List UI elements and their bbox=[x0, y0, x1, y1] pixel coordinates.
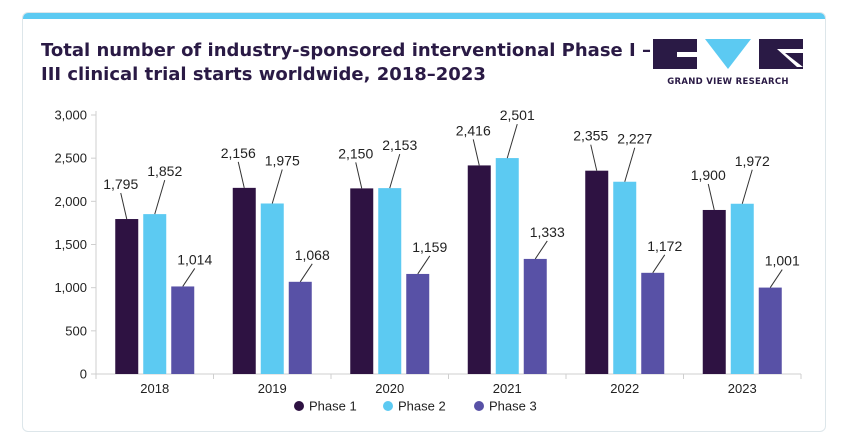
y-tick-label: 1,000 bbox=[54, 280, 87, 295]
data-label: 1,900 bbox=[691, 167, 726, 183]
data-label: 2,150 bbox=[338, 145, 373, 161]
y-tick-label: 2,000 bbox=[54, 194, 87, 209]
data-label: 1,795 bbox=[103, 176, 138, 192]
bar bbox=[350, 188, 374, 374]
data-label: 1,068 bbox=[295, 247, 330, 263]
legend-swatch bbox=[474, 401, 484, 411]
legend-label: Phase 2 bbox=[398, 399, 446, 414]
data-label-leader bbox=[271, 169, 283, 204]
bar bbox=[523, 258, 547, 374]
x-tick-label: 2018 bbox=[140, 381, 169, 396]
data-label-leader bbox=[389, 153, 401, 189]
data-label: 1,001 bbox=[765, 253, 800, 269]
data-label: 2,416 bbox=[456, 122, 491, 138]
data-label-leader bbox=[120, 192, 128, 220]
x-tick-label: 2021 bbox=[493, 381, 522, 396]
bar bbox=[232, 187, 256, 374]
data-label-leader bbox=[652, 254, 666, 274]
data-label: 2,153 bbox=[382, 137, 417, 153]
grand-view-research-logo: GRAND VIEW RESEARCH bbox=[653, 37, 803, 87]
y-tick-label: 0 bbox=[80, 367, 87, 382]
x-tick-label: 2023 bbox=[728, 381, 757, 396]
data-label: 1,159 bbox=[412, 239, 447, 255]
bar bbox=[171, 286, 195, 374]
data-label-leader bbox=[182, 268, 196, 287]
bar-chart: 0 500 1,000 1,500 2,000 2,500 3,000 2018 1,795 1,… bbox=[54, 107, 802, 414]
bar bbox=[288, 281, 312, 374]
data-label: 1,333 bbox=[530, 224, 565, 240]
legend-label: Phase 3 bbox=[489, 399, 537, 414]
bar bbox=[143, 214, 167, 374]
data-label: 1,975 bbox=[265, 152, 300, 168]
bar bbox=[758, 287, 782, 374]
x-tick-label: 2022 bbox=[610, 381, 639, 396]
bar bbox=[585, 170, 609, 374]
data-label-leader bbox=[590, 144, 598, 171]
bar bbox=[467, 165, 491, 374]
y-tick-label: 2,500 bbox=[54, 151, 87, 166]
legend-swatch bbox=[383, 401, 393, 411]
data-label: 1,852 bbox=[147, 163, 182, 179]
data-label-leader bbox=[707, 183, 715, 211]
bar bbox=[115, 219, 139, 374]
bar bbox=[260, 203, 284, 374]
data-label: 2,156 bbox=[221, 145, 256, 161]
bar bbox=[495, 158, 519, 374]
x-tick-label: 2020 bbox=[375, 381, 404, 396]
data-label-leader bbox=[417, 255, 431, 275]
y-tick-label: 1,500 bbox=[54, 237, 87, 252]
bar bbox=[613, 181, 637, 374]
accent-bar bbox=[23, 13, 825, 19]
data-label-leader bbox=[506, 123, 518, 159]
bar bbox=[641, 272, 665, 374]
data-label: 1,172 bbox=[647, 238, 682, 254]
legend-swatch bbox=[294, 401, 304, 411]
data-label-leader bbox=[624, 147, 636, 182]
data-label-leader bbox=[534, 240, 548, 260]
x-tick-label: 2019 bbox=[258, 381, 287, 396]
data-label-leader bbox=[237, 161, 245, 188]
bar bbox=[702, 209, 726, 374]
data-label-leader bbox=[355, 162, 363, 189]
gvr-logo-mark-icon bbox=[653, 39, 803, 69]
brand-name: GRAND VIEW RESEARCH bbox=[667, 77, 789, 87]
data-label: 1,972 bbox=[735, 153, 770, 169]
legend-label: Phase 1 bbox=[309, 399, 357, 414]
bar bbox=[730, 203, 754, 374]
data-label: 2,227 bbox=[617, 131, 652, 147]
data-label-leader bbox=[154, 179, 166, 215]
bar bbox=[378, 188, 402, 374]
data-label: 1,014 bbox=[177, 251, 212, 267]
data-label-leader bbox=[769, 269, 783, 288]
y-tick-label: 500 bbox=[65, 323, 87, 338]
data-label: 2,355 bbox=[573, 128, 608, 144]
data-label-leader bbox=[472, 139, 480, 166]
data-label-leader bbox=[299, 263, 313, 283]
chart-card: Total number of industry-sponsored inter… bbox=[22, 12, 826, 432]
chart-title: Total number of industry-sponsored inter… bbox=[41, 40, 651, 85]
data-label-leader bbox=[741, 169, 753, 204]
bar bbox=[406, 273, 430, 374]
data-label: 2,501 bbox=[500, 107, 535, 123]
y-tick-label: 3,000 bbox=[54, 108, 87, 123]
